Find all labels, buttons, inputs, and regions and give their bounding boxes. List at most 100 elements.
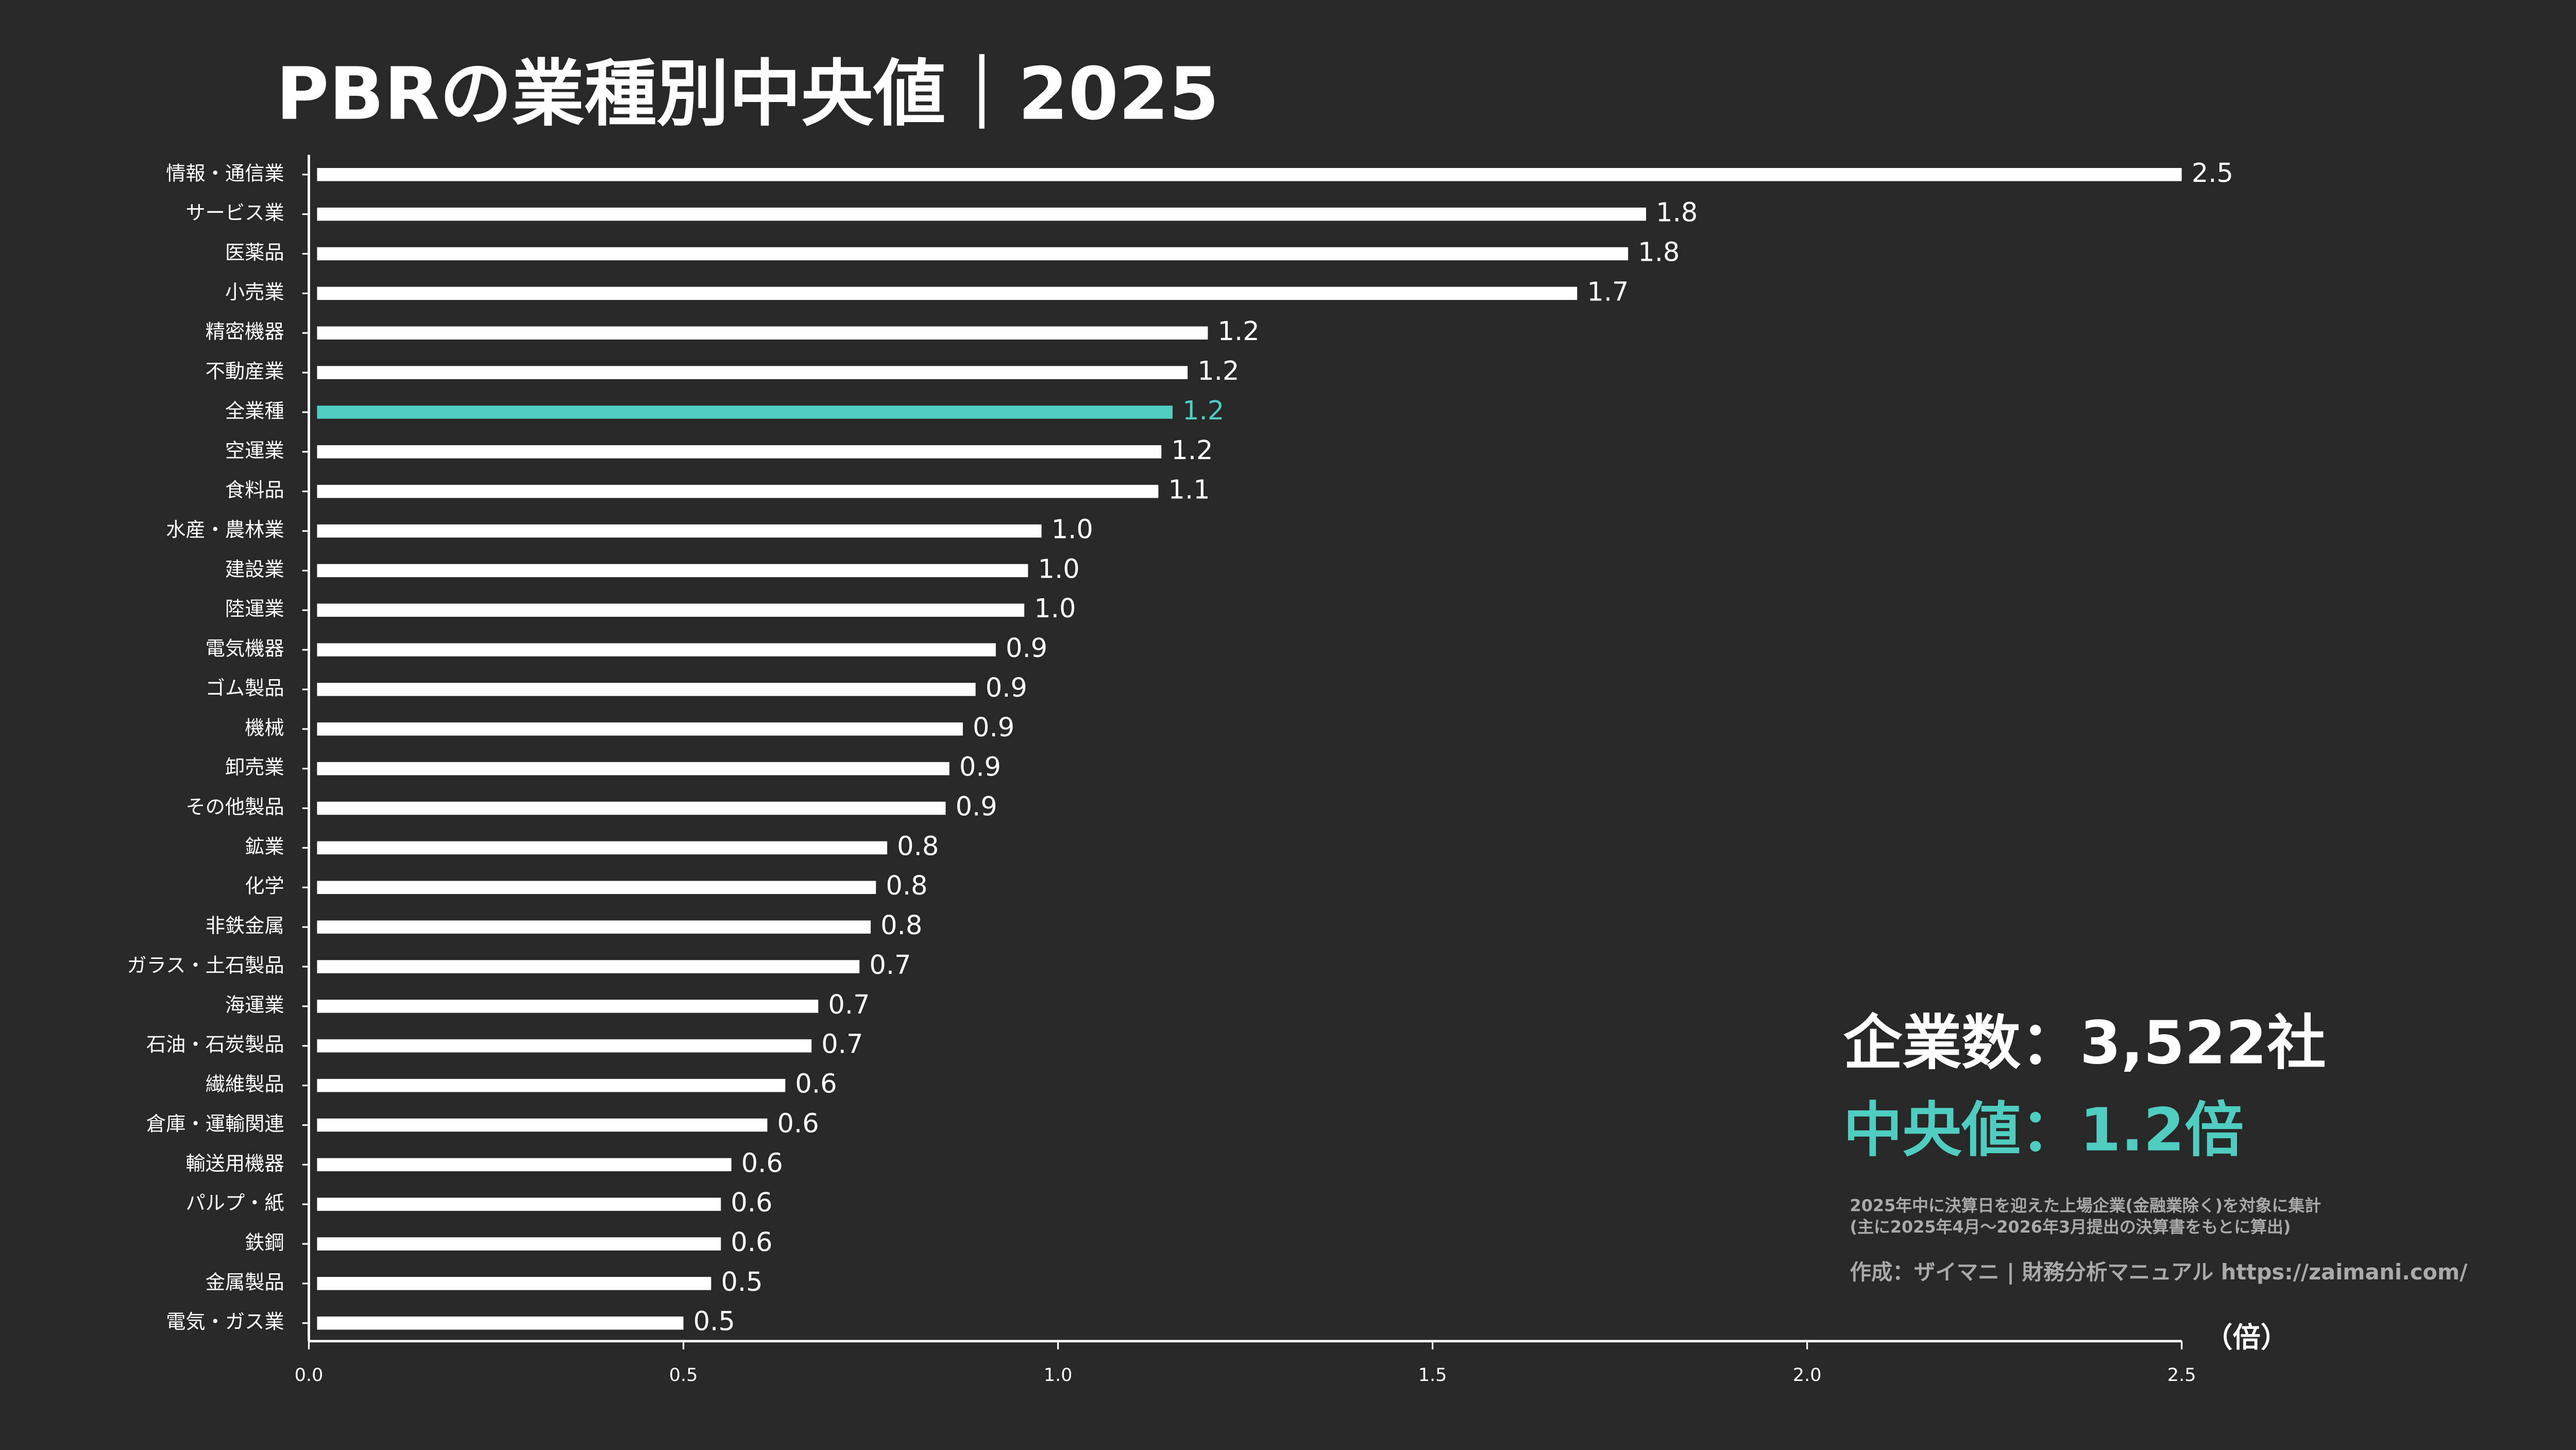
bar <box>317 366 1188 379</box>
x-tick-label: 0.5 <box>669 1364 698 1386</box>
bar <box>317 841 888 855</box>
bar <box>317 406 1173 419</box>
x-tick-label: 0.0 <box>295 1364 324 1386</box>
y-tick-label: 機械 <box>245 716 284 739</box>
y-tick-label: 情報・通信業 <box>166 162 284 185</box>
y-tick-label: 全業種 <box>225 399 284 423</box>
value-label: 1.7 <box>1587 277 1629 307</box>
value-label: 0.9 <box>956 792 997 822</box>
y-tick-label: 海運業 <box>225 993 284 1017</box>
y-tick-label: その他製品 <box>185 796 284 819</box>
bar <box>317 643 996 656</box>
y-tick-label: ゴム製品 <box>206 677 284 700</box>
y-tick-label: ガラス・土石製品 <box>127 954 284 977</box>
y-tick-label: 金属製品 <box>206 1271 284 1294</box>
x-tick-label: 1.5 <box>1418 1364 1447 1386</box>
value-label: 0.6 <box>731 1227 772 1258</box>
y-tick-label: 石油・石炭製品 <box>146 1033 284 1056</box>
bar <box>317 1118 768 1132</box>
credit: 作成：ザイマニ | 財務分析マニュアル https://zaimani.com/ <box>1850 1260 2468 1285</box>
y-tick-label: サービス業 <box>185 201 284 225</box>
value-label: 1.8 <box>1656 198 1698 228</box>
value-label: 0.6 <box>777 1108 819 1139</box>
value-label: 0.9 <box>973 713 1014 743</box>
value-label: 0.5 <box>693 1307 735 1337</box>
value-label: 1.2 <box>1182 396 1224 426</box>
value-label: 1.8 <box>1638 237 1680 267</box>
bar <box>317 445 1162 459</box>
value-label: 1.0 <box>1052 515 1093 545</box>
value-label: 1.2 <box>1197 356 1239 386</box>
x-tick-label: 1.0 <box>1044 1364 1073 1386</box>
value-label: 2.5 <box>2192 158 2233 189</box>
y-tick-label: 卸売業 <box>225 756 284 779</box>
y-tick-label: 食料品 <box>225 479 284 502</box>
y-tick-label: パルプ・紙 <box>185 1192 284 1215</box>
bar <box>317 960 860 973</box>
bar <box>317 603 1025 617</box>
note: 2025年中に決算日を迎えた上場企業(金融業除く)を対象に集計 <box>1850 1195 2321 1215</box>
y-tick-label: 精密機器 <box>206 321 284 344</box>
bar <box>317 564 1028 578</box>
y-tick-label: 小売業 <box>225 281 284 304</box>
value-label: 1.2 <box>1218 316 1260 347</box>
bar <box>317 801 946 815</box>
value-label: 0.8 <box>886 871 927 901</box>
value-label: 0.6 <box>741 1148 783 1178</box>
value-label: 0.6 <box>795 1069 837 1100</box>
bar <box>317 524 1042 538</box>
bar <box>317 484 1159 498</box>
value-label: 0.8 <box>880 911 922 941</box>
bar <box>317 1316 684 1330</box>
x-tick-label: 2.5 <box>2167 1364 2196 1386</box>
bar <box>317 1078 786 1092</box>
median-annotation: 中央値：1.2倍 <box>1843 1095 2244 1165</box>
x-unit: （倍） <box>2205 1321 2289 1354</box>
y-tick-label: 倉庫・運輸関連 <box>146 1112 284 1136</box>
value-label: 0.6 <box>731 1188 772 1218</box>
y-tick-label: 電気機器 <box>206 637 284 661</box>
value-label: 0.7 <box>828 990 870 1020</box>
value-label: 0.9 <box>1006 633 1047 664</box>
count-annotation: 企業数：3,522社 <box>1843 1008 2326 1077</box>
y-tick-label: 化学 <box>245 875 284 898</box>
y-tick-label: 水産・農林業 <box>166 518 284 542</box>
bar <box>317 1237 721 1251</box>
value-label: 0.9 <box>959 752 1001 783</box>
y-tick-label: 鉄鋼 <box>245 1231 284 1254</box>
bar <box>317 286 1578 300</box>
bar <box>317 881 876 895</box>
bar <box>317 1277 711 1290</box>
bar <box>317 762 950 775</box>
bar <box>317 168 2182 181</box>
value-label: 0.7 <box>821 1030 863 1060</box>
value-label: 0.8 <box>897 831 939 862</box>
note: (主に2025年4月〜2026年3月提出の決算書をもとに算出) <box>1850 1217 2291 1237</box>
value-label: 0.9 <box>986 673 1027 703</box>
bar <box>317 1158 732 1172</box>
chart-title: PBRの業種別中央値｜2025 <box>276 53 1219 137</box>
bar <box>317 326 1208 340</box>
y-tick-label: 鉱業 <box>245 835 284 858</box>
bar <box>317 207 1647 221</box>
value-label: 1.0 <box>1038 554 1080 584</box>
value-label: 1.2 <box>1171 435 1213 466</box>
value-label: 0.5 <box>721 1267 762 1297</box>
bar <box>317 1198 721 1211</box>
x-tick-label: 2.0 <box>1793 1364 1822 1386</box>
y-tick-label: 不動産業 <box>206 360 284 383</box>
bar <box>317 1000 819 1013</box>
bar <box>317 920 871 934</box>
value-label: 0.7 <box>869 950 911 981</box>
y-tick-label: 輸送用機器 <box>185 1152 284 1175</box>
bar <box>317 683 976 696</box>
y-tick-label: 建設業 <box>225 558 284 581</box>
value-label: 1.0 <box>1034 594 1076 624</box>
y-tick-label: 空運業 <box>225 439 284 462</box>
y-tick-label: 繊維製品 <box>206 1073 284 1096</box>
bar <box>317 247 1629 261</box>
value-label: 1.1 <box>1168 475 1210 505</box>
y-tick-label: 非鉄金属 <box>206 915 284 938</box>
y-tick-label: 陸運業 <box>225 598 284 621</box>
